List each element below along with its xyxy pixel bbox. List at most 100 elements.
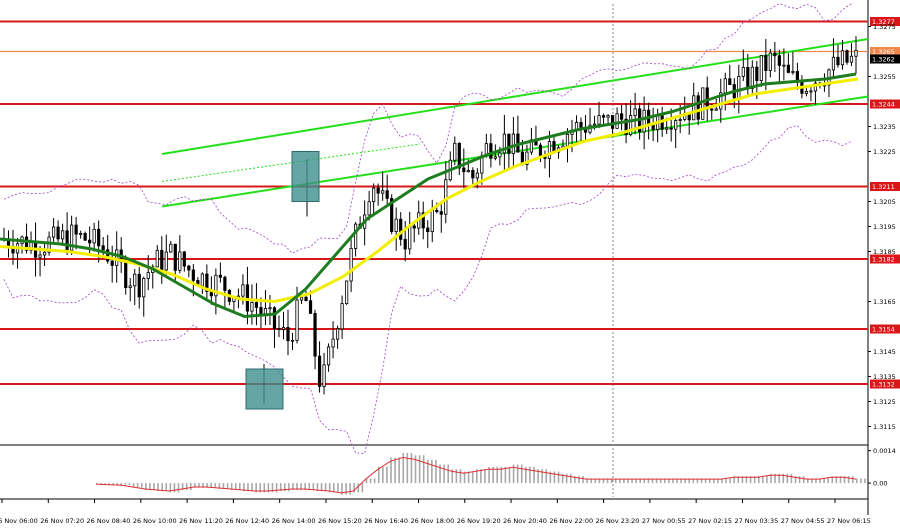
candle-body [110,260,114,266]
candle-body [254,302,259,308]
candle-body [457,142,461,169]
histogram-bar [721,478,723,484]
histogram-bar [177,483,180,493]
histogram-bar [549,471,552,484]
level-tag [870,182,900,191]
histogram-bar [811,478,813,484]
candle-body [412,225,416,229]
histogram-bar [839,476,842,484]
price-tick-label: 1.3135 [873,373,896,381]
histogram-bar [337,483,339,493]
histogram-bar [410,452,413,484]
level-tag [870,99,900,109]
candle-body [831,56,836,71]
histogram-bar [488,466,490,484]
histogram-bar [418,455,421,484]
histogram-bar [194,483,196,488]
histogram-bar [725,478,727,484]
level-label: 1.3244 [872,101,895,109]
candle-body [741,67,745,77]
histogram-bar [484,469,486,484]
level-label: 1.3154 [872,326,895,334]
candle-body [42,251,47,256]
histogram-bar [676,478,678,484]
histogram-bar [553,471,556,484]
candle-body [633,108,637,116]
candle-body [83,232,87,241]
candle-body [665,127,669,130]
candle-body [92,228,96,244]
histogram-bar [659,478,662,484]
histogram-bar [382,466,384,484]
histogram-bar [431,459,433,484]
candle-body [430,209,434,233]
histogram-bar [541,469,543,484]
histogram-bar [198,483,200,488]
level-label: 1.3211 [872,183,895,191]
candle-body [629,115,633,136]
histogram-bar [729,478,731,484]
time-tick-label: 26 Nov 10:00 [133,517,177,525]
candle-body [299,296,304,301]
osc-tick-label: 0.00 [873,480,887,488]
candle-body [759,55,763,81]
candle-body [335,328,340,340]
candle-body [277,328,281,331]
candle-body [268,307,272,310]
candle-body [372,187,376,203]
histogram-bar [492,466,494,484]
candle-body [696,95,700,120]
histogram-bar [639,478,642,484]
candle-body [624,118,628,136]
candle-body [471,170,475,179]
candle-body [728,78,732,85]
candle-body [525,151,529,165]
histogram-bar [582,476,584,484]
candle-body [854,49,858,57]
candle-body [218,274,222,278]
histogram-bar [402,452,405,484]
lower-envelope [3,125,852,454]
histogram-bar [202,483,204,488]
green-moving-average [0,72,857,319]
candle-body [845,50,849,63]
time-tick-label: 26 Nov 07:20 [40,517,84,525]
histogram-bar [545,469,548,484]
time-tick-label: 27 Nov 06:15 [827,517,871,525]
histogram-bar [369,478,372,484]
candle-body [376,187,380,194]
candle-body [498,152,502,158]
histogram-bar [696,478,699,484]
candle-body [367,201,371,216]
price-tick-label: 1.3205 [873,198,896,206]
histogram-bar [565,473,568,484]
level-label: 1.3182 [872,256,895,264]
histogram-bar [365,478,368,484]
candle-body [804,91,809,94]
histogram-bar [590,478,593,484]
histogram-bar [815,478,817,484]
candle-body [719,92,723,110]
candle-body [692,95,696,121]
candle-body [313,312,317,357]
candle-body [840,50,845,66]
histogram-bar [214,483,217,488]
price-tick-label: 1.3185 [873,248,896,256]
histogram-bar [516,464,519,484]
candle-body [538,144,543,156]
price-tick-label: 1.3115 [873,423,896,431]
time-tick-label: 26 Nov 22:00 [549,517,593,525]
candle-body [326,346,331,366]
histogram-bar [136,483,139,488]
histogram-bar [308,483,311,491]
histogram-bar [688,478,691,484]
price-tick-label: 1.3225 [873,148,896,156]
histogram-bar [762,476,764,484]
candle-body [250,302,254,312]
candle-body [295,299,299,341]
candle-body [511,133,515,154]
histogram-bar [668,478,670,484]
candle-body [403,238,407,250]
